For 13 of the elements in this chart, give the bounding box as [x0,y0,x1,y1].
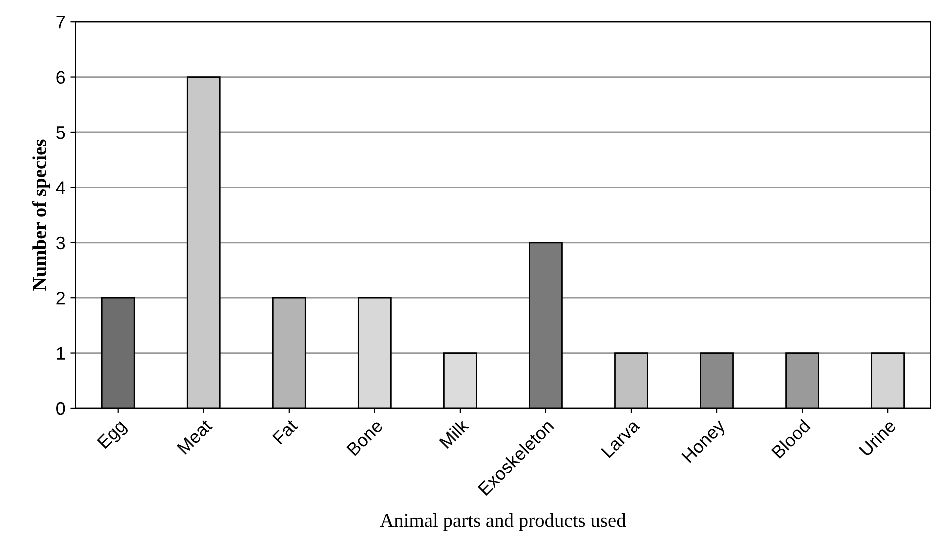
x-tick-label: Egg [97,419,130,452]
x-tick-label: Fat [272,418,299,445]
y-tick-label: 6 [56,71,66,84]
y-tick-label: 3 [56,236,66,250]
y-tick-label: 1 [57,347,65,360]
x-tick-label: Milk [438,418,470,450]
y-tick-label: 4 [56,182,66,194]
y-tick-label: 2 [56,292,65,305]
y-tick-label: 7 [56,16,65,29]
y-tick-label: 5 [56,126,66,140]
x-axis-title: Animal parts and products used [380,514,626,532]
y-axis-title: Number of species [32,140,50,291]
y-tick-label: 0 [56,402,66,416]
